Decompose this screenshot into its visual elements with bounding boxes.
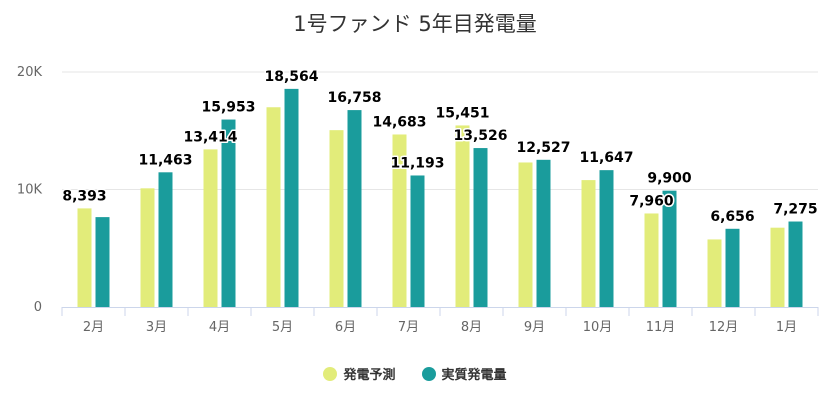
x-tick-label: 2月 [83, 320, 104, 335]
bar-actual[interactable] [662, 190, 677, 307]
data-label-forecast: 14,683 [372, 114, 426, 130]
bar-forecast[interactable] [140, 188, 155, 307]
data-label-actual: 11,463 [138, 152, 192, 168]
x-tick-label: 7月 [398, 320, 419, 335]
data-label-actual: 7,275 [773, 202, 817, 218]
data-label-actual: 11,193 [390, 155, 444, 171]
bar-forecast[interactable] [203, 149, 218, 307]
legend-label-actual: 実質発電量 [441, 368, 507, 383]
x-tick-label: 10月 [583, 320, 613, 335]
bar-forecast[interactable] [770, 227, 785, 307]
bar-actual[interactable] [284, 88, 299, 307]
data-label-forecast: 15,451 [435, 105, 489, 121]
y-tick-label: 0 [34, 300, 42, 315]
x-tick-label: 8月 [461, 320, 482, 335]
bar-forecast[interactable] [77, 208, 92, 307]
data-label-actual: 9,900 [647, 171, 692, 187]
data-label-forecast: 7,960 [629, 193, 674, 209]
data-label-actual: 15,953 [201, 100, 255, 116]
data-label-actual: 6,656 [710, 209, 754, 225]
data-label-actual: 16,758 [327, 90, 381, 106]
y-tick-label: 20K [17, 65, 43, 80]
data-label-actual: 18,564 [264, 69, 318, 85]
x-tick-label: 9月 [524, 320, 545, 335]
legend-item-actual[interactable]: 実質発電量 [421, 364, 507, 383]
x-tick-label: 6月 [335, 320, 356, 335]
bar-forecast[interactable] [266, 107, 281, 307]
x-tick-label: 12月 [709, 320, 739, 335]
bar-actual[interactable] [221, 119, 236, 308]
bar-forecast[interactable] [455, 125, 470, 308]
bar-actual[interactable] [158, 172, 173, 307]
x-tick-label: 4月 [209, 320, 230, 335]
x-tick-label: 5月 [272, 320, 293, 335]
bar-actual[interactable] [725, 228, 740, 307]
bar-actual[interactable] [599, 170, 614, 307]
bar-forecast[interactable] [329, 130, 344, 307]
bar-actual[interactable] [536, 159, 551, 307]
x-tick-label: 1月 [776, 320, 797, 335]
data-label-actual: 11,647 [579, 150, 633, 166]
bar-actual[interactable] [788, 221, 803, 307]
plot-area: 0 10K 20K 2月 3月 4月 5月 6月 7月 8月 9月 10月 11月 12月 1月 8,393 1… [17, 65, 819, 335]
y-tick-label: 10K [17, 183, 43, 198]
x-tick-label: 11月 [646, 320, 676, 335]
bar-actual[interactable] [473, 148, 488, 307]
chart-title: 1号ファンド 5年目発電量 [293, 12, 537, 36]
legend-item-forecast[interactable]: 発電予測 [323, 364, 396, 383]
legend-swatch-actual [421, 366, 436, 381]
legend: 発電予測 実質発電量 [0, 364, 830, 383]
bar-forecast[interactable] [581, 180, 596, 307]
legend-label-forecast: 発電予測 [343, 368, 396, 383]
data-label-actual: 12,527 [516, 140, 570, 156]
data-label-forecast: 8,393 [62, 188, 106, 204]
bar-forecast[interactable] [518, 162, 533, 307]
bar-forecast[interactable] [707, 239, 722, 307]
legend-swatch-forecast [323, 366, 338, 381]
data-label-forecast: 13,414 [183, 129, 237, 145]
bar-actual[interactable] [410, 175, 425, 307]
bar-forecast[interactable] [644, 213, 659, 307]
bar-actual[interactable] [347, 110, 362, 307]
bar-actual[interactable] [95, 217, 110, 307]
data-label-actual: 13,526 [453, 128, 507, 144]
x-tick-label: 3月 [146, 320, 167, 335]
bar-forecast[interactable] [392, 134, 407, 307]
